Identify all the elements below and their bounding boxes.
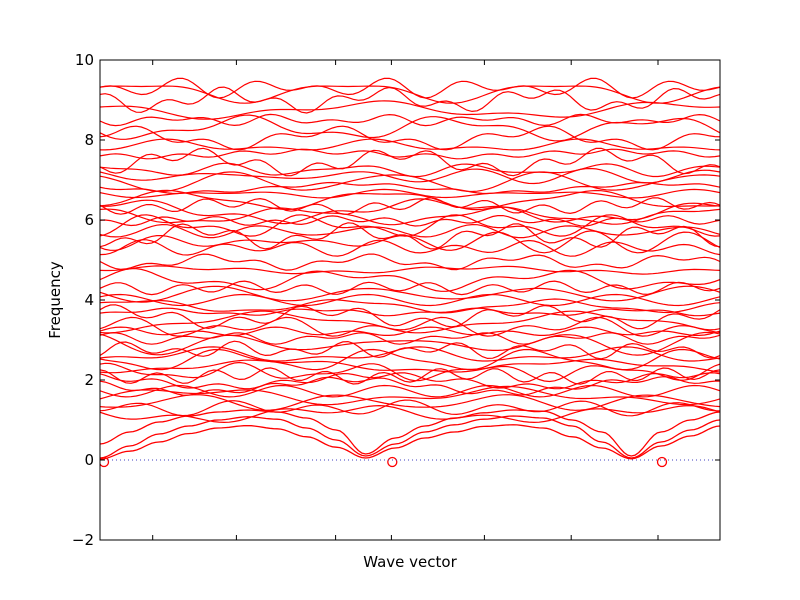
acoustic-band-line: [100, 409, 720, 457]
band-curves: [100, 77, 720, 468]
acoustic-loop-marker: [100, 456, 110, 468]
optical-band-line: [100, 285, 720, 303]
y-axis-ticks: −2 0 2 4 6 8 10: [72, 51, 720, 549]
optical-band-line: [100, 113, 720, 127]
optical-band-line: [100, 268, 720, 292]
optical-band-line: [100, 376, 720, 396]
optical-band-line: [100, 265, 720, 275]
optical-band-line: [100, 167, 720, 185]
acoustic-loop-marker: [656, 456, 668, 468]
optical-band-line: [100, 304, 720, 330]
y-axis-label: Frequency: [46, 261, 64, 339]
acoustic-loop-marker: [387, 456, 398, 468]
y-tick-label: 6: [84, 211, 94, 229]
optical-band-line: [100, 85, 720, 104]
optical-band-line: [100, 138, 720, 151]
optical-band-line: [100, 298, 720, 314]
optical-band-line: [100, 188, 720, 199]
optical-band-line: [100, 348, 720, 371]
optical-band-line: [100, 222, 720, 250]
y-tick-label: 4: [84, 291, 94, 309]
optical-band-line: [100, 162, 720, 178]
y-tick-label: −2: [72, 531, 94, 549]
optical-band-line: [100, 358, 720, 374]
optical-band-line: [100, 331, 720, 356]
optical-band-line: [100, 367, 720, 385]
optical-band-line: [100, 316, 720, 337]
optical-band-line: [100, 307, 720, 317]
optical-band-line: [100, 384, 720, 398]
optical-band-line: [100, 147, 720, 177]
optical-band-line: [100, 86, 720, 114]
optical-band-line: [100, 253, 720, 271]
optical-band-line: [100, 293, 720, 307]
y-tick-label: 8: [84, 131, 94, 149]
optical-band-line: [100, 280, 720, 296]
x-axis-ticks: [152, 60, 659, 540]
y-tick-label: 0: [84, 451, 94, 469]
optical-band-line: [100, 385, 720, 406]
acoustic-band-line: [100, 415, 720, 459]
optical-band-line: [100, 214, 720, 237]
optical-band-line: [100, 125, 720, 151]
optical-band-line: [100, 189, 720, 211]
optical-band-line: [100, 181, 720, 195]
optical-band-line: [100, 372, 720, 390]
x-axis-label: Wave vector: [363, 553, 457, 571]
optical-band-line: [100, 326, 720, 336]
optical-band-line: [100, 394, 720, 411]
optical-band-line: [100, 77, 720, 99]
optical-band-line: [100, 404, 720, 424]
optical-band-line: [100, 239, 720, 257]
optical-band-line: [100, 198, 720, 225]
y-tick-label: 2: [84, 371, 94, 389]
optical-band-line: [100, 148, 720, 160]
optical-band-line: [100, 223, 720, 239]
optical-band-line: [100, 100, 720, 120]
optical-band-line: [100, 197, 720, 215]
acoustic-band-line: [100, 424, 720, 460]
optical-band-line: [100, 399, 720, 417]
plot-area: [100, 77, 720, 468]
optical-band-line: [100, 206, 720, 226]
y-tick-label: 10: [75, 51, 94, 69]
